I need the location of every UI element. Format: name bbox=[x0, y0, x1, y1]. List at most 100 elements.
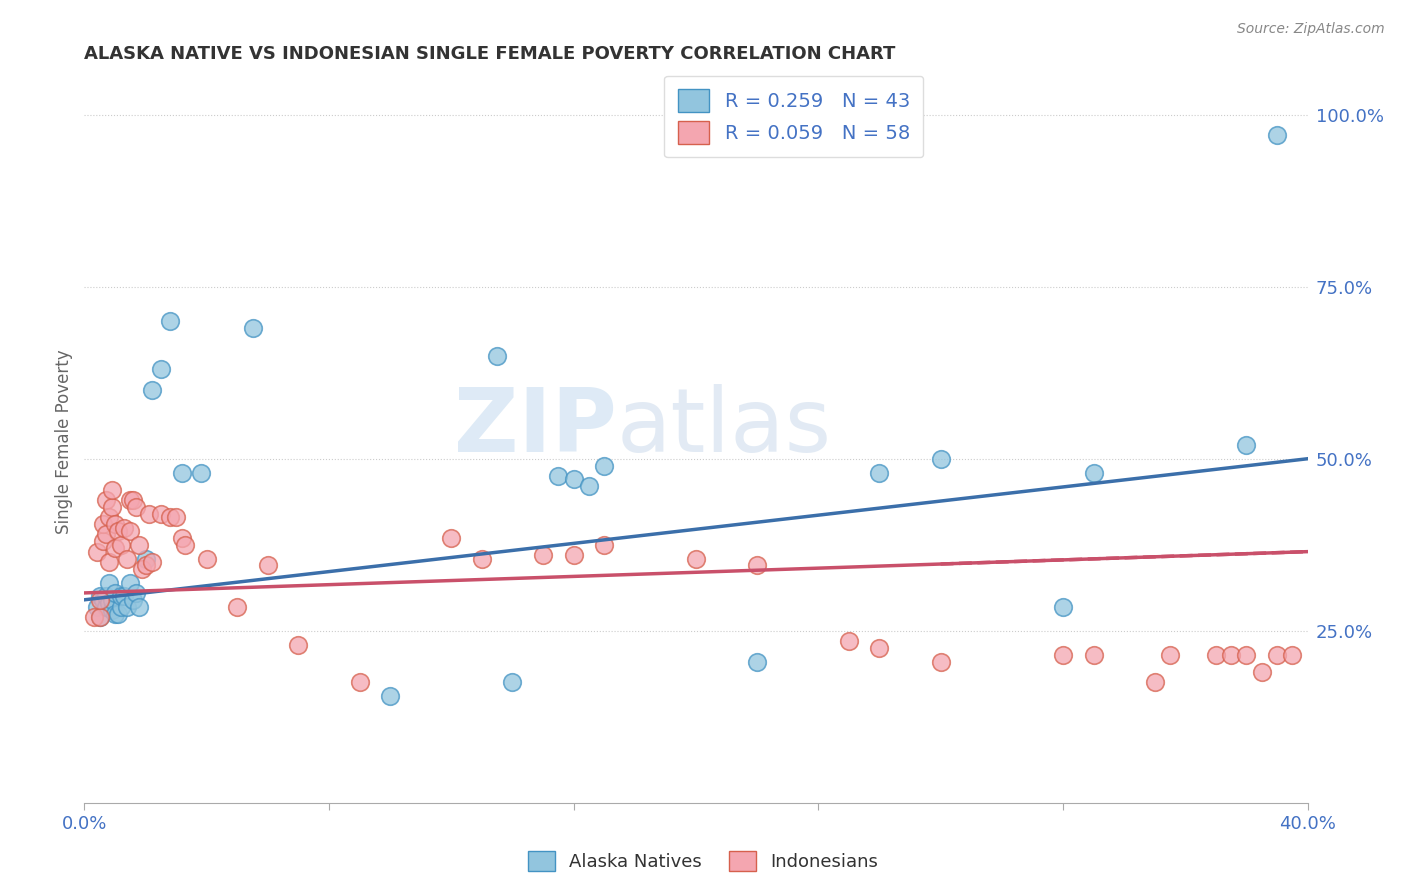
Point bbox=[869, 466, 891, 480]
Point bbox=[91, 534, 114, 549]
Point bbox=[110, 538, 132, 552]
Point bbox=[128, 538, 150, 552]
Point bbox=[110, 599, 132, 614]
Point bbox=[172, 466, 194, 480]
Point bbox=[89, 590, 111, 604]
Point bbox=[120, 493, 142, 508]
Point bbox=[349, 675, 371, 690]
Point bbox=[1052, 599, 1074, 614]
Point bbox=[112, 520, 135, 534]
Text: ZIP: ZIP bbox=[454, 384, 616, 471]
Text: ALASKA NATIVE VS INDONESIAN SINGLE FEMALE POVERTY CORRELATION CHART: ALASKA NATIVE VS INDONESIAN SINGLE FEMAL… bbox=[84, 45, 896, 63]
Point bbox=[120, 524, 142, 538]
Point bbox=[115, 551, 138, 566]
Point bbox=[1143, 675, 1166, 690]
Point bbox=[141, 383, 163, 397]
Point bbox=[101, 592, 124, 607]
Point bbox=[838, 634, 860, 648]
Point bbox=[747, 558, 769, 573]
Point bbox=[747, 655, 769, 669]
Point bbox=[172, 531, 194, 545]
Point bbox=[135, 558, 157, 573]
Point bbox=[149, 362, 172, 376]
Point bbox=[1220, 648, 1243, 662]
Point bbox=[135, 551, 157, 566]
Point bbox=[104, 541, 127, 556]
Point bbox=[97, 555, 120, 569]
Point bbox=[226, 599, 249, 614]
Point bbox=[122, 493, 145, 508]
Point bbox=[120, 575, 142, 590]
Point bbox=[89, 592, 111, 607]
Point bbox=[86, 544, 108, 558]
Text: Source: ZipAtlas.com: Source: ZipAtlas.com bbox=[1237, 22, 1385, 37]
Point bbox=[138, 507, 160, 521]
Point bbox=[104, 607, 127, 621]
Point bbox=[107, 524, 129, 538]
Point bbox=[1236, 648, 1258, 662]
Point bbox=[1052, 648, 1074, 662]
Point bbox=[562, 548, 585, 562]
Point bbox=[869, 640, 891, 655]
Point bbox=[287, 638, 309, 652]
Point bbox=[89, 610, 111, 624]
Point bbox=[94, 493, 117, 508]
Point bbox=[1265, 128, 1288, 143]
Point bbox=[128, 599, 150, 614]
Point bbox=[83, 610, 105, 624]
Y-axis label: Single Female Poverty: Single Female Poverty bbox=[55, 350, 73, 533]
Point bbox=[242, 321, 264, 335]
Point bbox=[125, 500, 148, 514]
Point bbox=[929, 655, 952, 669]
Point bbox=[149, 507, 172, 521]
Point bbox=[94, 590, 117, 604]
Legend: Alaska Natives, Indonesians: Alaska Natives, Indonesians bbox=[520, 844, 886, 879]
Point bbox=[380, 689, 402, 703]
Point bbox=[531, 548, 554, 562]
Point bbox=[112, 590, 135, 604]
Point bbox=[1083, 648, 1105, 662]
Point bbox=[125, 586, 148, 600]
Point bbox=[165, 510, 187, 524]
Point bbox=[471, 551, 494, 566]
Point bbox=[141, 555, 163, 569]
Point bbox=[440, 531, 463, 545]
Point bbox=[94, 599, 117, 614]
Point bbox=[110, 590, 132, 604]
Point bbox=[1265, 648, 1288, 662]
Point bbox=[486, 349, 509, 363]
Point bbox=[94, 527, 117, 541]
Point bbox=[593, 538, 616, 552]
Point bbox=[174, 538, 197, 552]
Point bbox=[195, 551, 218, 566]
Point bbox=[562, 472, 585, 486]
Point bbox=[131, 562, 153, 576]
Point bbox=[1159, 648, 1181, 662]
Point bbox=[104, 586, 127, 600]
Point bbox=[107, 607, 129, 621]
Point bbox=[257, 558, 280, 573]
Point bbox=[101, 603, 124, 617]
Point bbox=[97, 596, 120, 610]
Point bbox=[159, 314, 181, 328]
Point bbox=[104, 517, 127, 532]
Point bbox=[1388, 383, 1406, 397]
Point bbox=[97, 510, 120, 524]
Point bbox=[101, 500, 124, 514]
Point bbox=[122, 592, 145, 607]
Point bbox=[1205, 648, 1227, 662]
Point bbox=[115, 599, 138, 614]
Point bbox=[685, 551, 707, 566]
Legend: R = 0.259   N = 43, R = 0.059   N = 58: R = 0.259 N = 43, R = 0.059 N = 58 bbox=[664, 76, 924, 157]
Point bbox=[1281, 648, 1303, 662]
Point bbox=[190, 466, 212, 480]
Point bbox=[1083, 466, 1105, 480]
Point bbox=[159, 510, 181, 524]
Point bbox=[89, 610, 111, 624]
Point bbox=[91, 592, 114, 607]
Point bbox=[547, 469, 569, 483]
Point bbox=[86, 599, 108, 614]
Point bbox=[1250, 665, 1272, 679]
Point bbox=[502, 675, 524, 690]
Point bbox=[91, 517, 114, 532]
